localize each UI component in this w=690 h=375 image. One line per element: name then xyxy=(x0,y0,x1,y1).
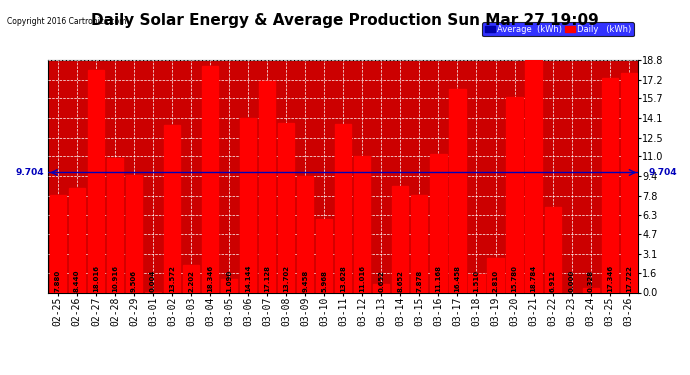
Bar xyxy=(69,188,85,292)
Bar xyxy=(354,156,371,292)
Text: 11.168: 11.168 xyxy=(435,265,442,292)
Text: 2.810: 2.810 xyxy=(493,270,498,292)
Text: 18.016: 18.016 xyxy=(93,265,99,292)
Text: 7.880: 7.880 xyxy=(55,270,61,292)
Bar xyxy=(526,60,542,292)
Text: 8.440: 8.440 xyxy=(74,269,80,292)
Text: 2.202: 2.202 xyxy=(188,270,194,292)
Text: 13.702: 13.702 xyxy=(283,265,289,292)
Text: 7.878: 7.878 xyxy=(416,270,422,292)
Bar xyxy=(544,207,561,292)
Text: 17.722: 17.722 xyxy=(626,265,632,292)
Bar xyxy=(469,274,484,292)
Bar xyxy=(240,118,256,292)
Bar xyxy=(107,158,123,292)
Text: 15.780: 15.780 xyxy=(511,265,518,292)
Text: 1.090: 1.090 xyxy=(226,270,232,292)
Bar xyxy=(449,89,466,292)
Text: 9.458: 9.458 xyxy=(302,270,308,292)
Bar xyxy=(297,176,313,292)
Bar xyxy=(335,124,351,292)
Text: 0.652: 0.652 xyxy=(378,270,384,292)
Text: 11.016: 11.016 xyxy=(359,265,365,292)
Text: 13.572: 13.572 xyxy=(169,265,175,292)
Text: 14.144: 14.144 xyxy=(245,264,251,292)
Legend: Average  (kWh), Daily   (kWh): Average (kWh), Daily (kWh) xyxy=(482,22,634,36)
Text: 5.968: 5.968 xyxy=(322,270,327,292)
Bar xyxy=(506,98,522,292)
Text: 13.628: 13.628 xyxy=(340,265,346,292)
Bar xyxy=(582,288,599,292)
Bar xyxy=(316,219,333,292)
Text: 1.510: 1.510 xyxy=(473,270,480,292)
Text: 0.004: 0.004 xyxy=(150,270,156,292)
Text: 16.458: 16.458 xyxy=(455,265,460,292)
Bar xyxy=(221,279,237,292)
Text: 8.652: 8.652 xyxy=(397,270,404,292)
Bar xyxy=(620,74,637,292)
Text: Copyright 2016 Cartronics.com: Copyright 2016 Cartronics.com xyxy=(7,17,126,26)
Bar xyxy=(164,124,180,292)
Text: 10.916: 10.916 xyxy=(112,265,118,292)
Text: 9.506: 9.506 xyxy=(131,270,137,292)
Bar xyxy=(88,70,104,292)
Bar xyxy=(431,154,446,292)
Text: 0.000: 0.000 xyxy=(569,270,575,292)
Text: 18.346: 18.346 xyxy=(207,265,213,292)
Text: 18.784: 18.784 xyxy=(531,265,537,292)
Text: 17.346: 17.346 xyxy=(607,265,613,292)
Bar xyxy=(183,265,199,292)
Bar xyxy=(373,284,389,292)
Text: 17.128: 17.128 xyxy=(264,265,270,292)
Text: 9.704: 9.704 xyxy=(649,168,678,177)
Text: 6.912: 6.912 xyxy=(550,270,555,292)
Bar xyxy=(202,66,218,292)
Bar xyxy=(259,81,275,292)
Bar xyxy=(411,195,428,292)
Bar xyxy=(487,258,504,292)
Bar xyxy=(602,78,618,292)
Bar xyxy=(278,123,294,292)
Bar xyxy=(50,195,66,292)
Bar xyxy=(393,186,408,292)
Text: Daily Solar Energy & Average Production Sun Mar 27 19:09: Daily Solar Energy & Average Production … xyxy=(91,13,599,28)
Bar xyxy=(126,175,142,292)
Text: 9.704: 9.704 xyxy=(16,168,44,177)
Text: 0.328: 0.328 xyxy=(588,270,593,292)
